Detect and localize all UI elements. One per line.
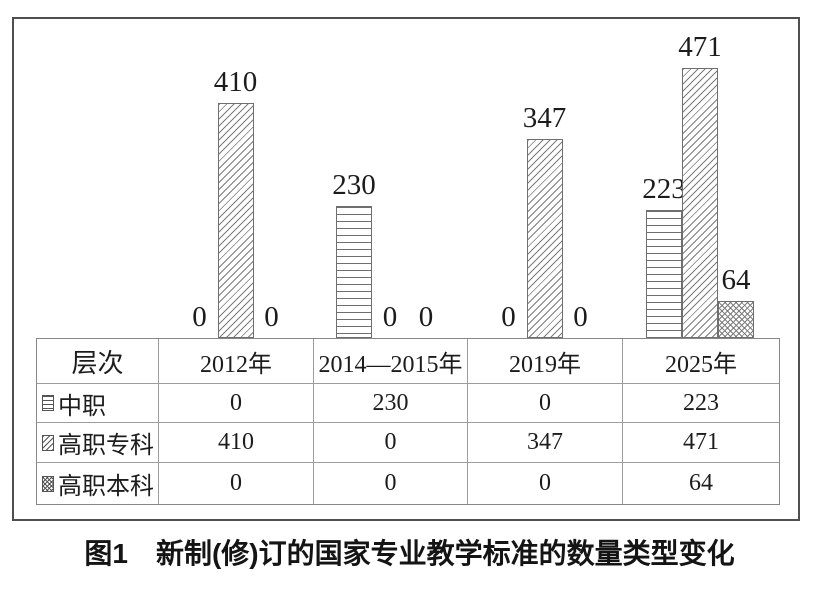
series-label: 中职 bbox=[58, 393, 106, 420]
column-header: 2012年 bbox=[159, 339, 314, 384]
zero-value-label: 0 bbox=[382, 301, 398, 333]
table-cell: 0 bbox=[468, 463, 623, 504]
zero-value-label: 0 bbox=[192, 301, 207, 333]
table-cell: 347 bbox=[468, 423, 623, 463]
column-header: 2014—2015年 bbox=[314, 339, 468, 384]
table-row-label: 高职本科 bbox=[37, 463, 159, 504]
diagonal-hatch-swatch-icon bbox=[42, 434, 54, 451]
horizontal-lines-swatch-icon bbox=[42, 395, 54, 411]
bar bbox=[336, 206, 372, 338]
bar-value-label: 410 bbox=[213, 66, 258, 98]
table-cell: 223 bbox=[623, 384, 779, 423]
bar-value-label: 223 bbox=[642, 173, 686, 205]
table-cell: 471 bbox=[623, 423, 779, 463]
series-label: 高职专科 bbox=[58, 433, 154, 459]
table-cell: 0 bbox=[159, 384, 314, 423]
bar bbox=[646, 210, 682, 338]
figure-number: 图1 bbox=[84, 538, 128, 569]
bar-value-label: 230 bbox=[332, 169, 376, 201]
series-label: 高职本科 bbox=[58, 474, 154, 500]
bar bbox=[526, 139, 563, 338]
bar-value-label: 347 bbox=[522, 102, 567, 134]
bar bbox=[682, 68, 718, 338]
column-header: 2025年 bbox=[623, 339, 779, 384]
zero-value-label: 0 bbox=[418, 301, 434, 333]
bar bbox=[217, 103, 254, 338]
figure-caption: 图1 新制(修)订的国家专业教学标准的数量类型变化 bbox=[0, 537, 819, 571]
table-cell: 410 bbox=[159, 423, 314, 463]
data-table: 层次 2012年 2014—2015年 2019年 2025年 中职 0 230… bbox=[36, 338, 780, 505]
table-cell: 0 bbox=[468, 384, 623, 423]
bar bbox=[718, 301, 754, 338]
figure-title: 新制(修)订的国家专业教学标准的数量类型变化 bbox=[155, 538, 735, 569]
zero-value-label: 0 bbox=[573, 301, 588, 333]
zero-value-label: 0 bbox=[501, 301, 516, 333]
table-cell: 230 bbox=[314, 384, 468, 423]
bar-value-label: 64 bbox=[721, 264, 751, 296]
table-corner-header: 层次 bbox=[37, 339, 159, 384]
zero-value-label: 0 bbox=[264, 301, 279, 333]
table-row-label: 中职 bbox=[37, 384, 159, 423]
table-cell: 0 bbox=[314, 423, 468, 463]
table-cell: 0 bbox=[314, 463, 468, 504]
column-header: 2019年 bbox=[468, 339, 623, 384]
table-cell: 0 bbox=[159, 463, 314, 504]
table-row-label: 高职专科 bbox=[37, 423, 159, 463]
crosshatch-swatch-icon bbox=[42, 475, 54, 492]
bar-value-label: 471 bbox=[678, 31, 722, 63]
table-cell: 64 bbox=[623, 463, 779, 504]
